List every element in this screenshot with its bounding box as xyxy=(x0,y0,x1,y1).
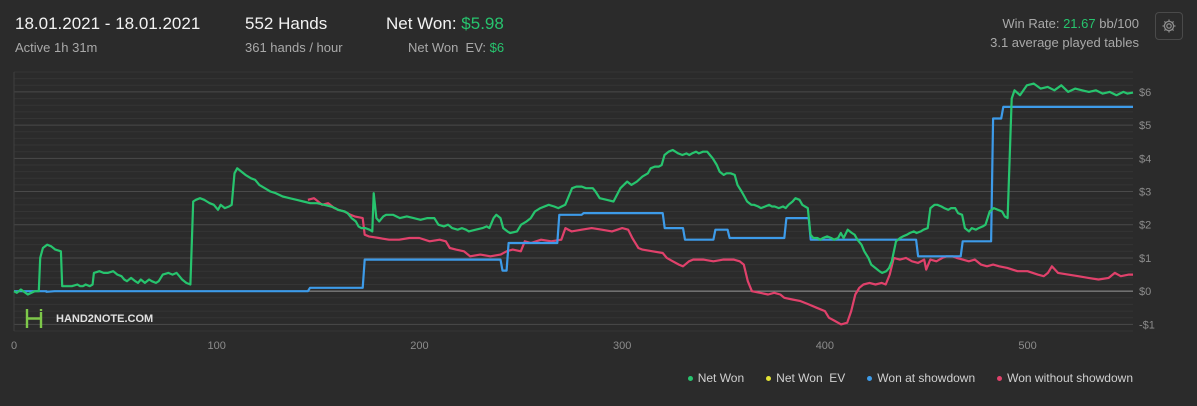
net-won-ev-label: Net Won EV: xyxy=(408,40,487,55)
stats-header: 18.01.2021 - 18.01.2021 Active 1h 31m 55… xyxy=(0,0,1197,62)
legend-item-net-won-ev[interactable]: Net Won EV xyxy=(766,371,845,385)
legend-dot xyxy=(687,375,693,381)
date-range: 18.01.2021 - 18.01.2021 xyxy=(15,14,201,33)
win-rate-block: Win Rate: 21.67 bb/100 3.1 average playe… xyxy=(990,16,1139,50)
hands-rate: 361 hands / hour xyxy=(245,40,343,55)
win-rate-unit: bb/100 xyxy=(1099,16,1139,31)
y-tick-label: $5 xyxy=(1139,120,1151,132)
series-layer xyxy=(13,82,1134,326)
logo-text: HAND2NOTE.COM xyxy=(56,313,153,325)
win-rate-label: Win Rate: xyxy=(1002,16,1060,31)
gear-icon xyxy=(1162,19,1176,33)
net-won-ev-value: $6 xyxy=(489,40,505,55)
legend: Net Won Net Won EV Won at showdown Won w… xyxy=(687,371,1133,385)
win-rate: Win Rate: 21.67 bb/100 xyxy=(990,16,1139,31)
y-tick-label: $3 xyxy=(1139,187,1151,199)
series-line-net-won xyxy=(13,82,1134,296)
legend-label: Net Won EV xyxy=(776,371,846,385)
logo-mark xyxy=(25,309,43,328)
net-won: Net Won: $5.98 xyxy=(386,14,504,34)
x-tick-label: 100 xyxy=(208,340,226,352)
x-axis: 0 100 200 300 400 500 xyxy=(11,340,1037,352)
settings-button[interactable] xyxy=(1155,12,1183,40)
x-tick-label: 300 xyxy=(613,340,631,352)
hands-block: 552 Hands 361 hands / hour xyxy=(245,14,343,55)
x-tick-label: 0 xyxy=(11,340,17,352)
hands-count: 552 Hands xyxy=(245,14,328,33)
legend-dot xyxy=(766,375,772,381)
legend-label: Won without showdown xyxy=(1007,371,1133,385)
legend-label: Net Won xyxy=(697,371,745,385)
x-tick-label: 200 xyxy=(410,340,428,352)
net-won-ev: Net Won EV: $6 xyxy=(386,40,504,55)
x-tick-label: 400 xyxy=(816,340,834,352)
y-tick-label: $1 xyxy=(1139,253,1151,265)
legend-item-won-without-showdown[interactable]: Won without showdown xyxy=(997,371,1133,385)
active-time: Active 1h 31m xyxy=(15,40,98,55)
legend-item-won-at-showdown[interactable]: Won at showdown xyxy=(867,371,975,385)
win-rate-value: 21.67 xyxy=(1063,16,1096,31)
legend-dot xyxy=(867,375,873,381)
y-tick-label: $2 xyxy=(1139,220,1151,232)
date-block: 18.01.2021 - 18.01.2021 Active 1h 31m xyxy=(15,14,200,55)
hand2note-logo: HAND2NOTE.COM xyxy=(25,309,153,328)
net-won-value: $5.98 xyxy=(461,14,504,33)
series-line-won-without-showdown xyxy=(307,197,1133,326)
y-axis: -$1 $0 $1 $2 $3 $4 $5 $6 xyxy=(1139,87,1155,331)
legend-label: Won at showdown xyxy=(877,371,976,385)
series-line-won-at-showdown xyxy=(14,105,1133,293)
legend-item-net-won[interactable]: Net Won xyxy=(687,371,745,385)
y-tick-label: $6 xyxy=(1139,87,1151,99)
net-won-label: Net Won: xyxy=(386,14,457,33)
x-tick-label: 500 xyxy=(1018,340,1036,352)
y-tick-label: $0 xyxy=(1139,286,1151,298)
grid xyxy=(13,71,1133,332)
net-won-block: Net Won: $5.98 Net Won EV: $6 xyxy=(386,14,504,55)
legend-dot xyxy=(997,375,1003,381)
y-tick-label: -$1 xyxy=(1139,319,1155,331)
avg-tables: 3.1 average played tables xyxy=(990,35,1139,50)
y-tick-label: $4 xyxy=(1139,153,1151,165)
